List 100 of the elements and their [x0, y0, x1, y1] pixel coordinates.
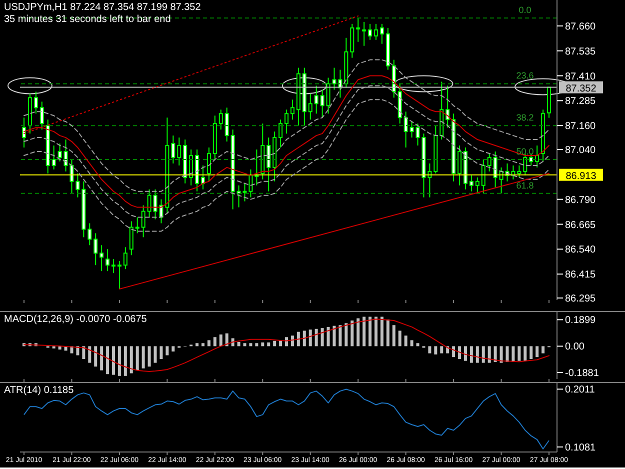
annotation: 0.0	[518, 4, 532, 15]
bar	[512, 346, 515, 362]
bar	[506, 346, 509, 362]
line-series	[24, 59, 550, 192]
bar	[362, 316, 366, 346]
y-tick-label: 0.00	[565, 342, 585, 353]
bar	[172, 346, 175, 352]
bar	[106, 346, 110, 374]
bar	[267, 342, 270, 346]
y-tick-label: 87.535	[565, 46, 596, 58]
bar	[452, 346, 456, 358]
candlestick	[493, 150, 498, 188]
bar	[482, 346, 485, 363]
candlestick	[350, 23, 354, 58]
candlestick	[76, 172, 80, 198]
y-tick-label: -0.1881	[565, 368, 600, 380]
candlestick	[290, 99, 294, 120]
candlestick	[117, 260, 122, 290]
bar	[386, 319, 390, 346]
y-tick-label: 86.665	[565, 220, 596, 231]
y-tick-label: 86.295	[565, 294, 596, 305]
candlestick	[404, 111, 408, 148]
y-tick-label: 0.1081	[565, 442, 596, 454]
bar	[243, 343, 246, 346]
annotation: 35 minutes 31 seconds left to bar end	[4, 14, 172, 26]
chart-title: MACD(12,26,9) -0.0070 -0.0675	[4, 314, 147, 326]
y-tick-label: 86.415	[565, 270, 596, 281]
candlestick	[111, 258, 116, 274]
bar	[368, 316, 372, 346]
bar	[440, 346, 444, 354]
bar	[380, 316, 384, 346]
y-tick-label: 86.790	[565, 194, 596, 206]
bar	[524, 346, 527, 361]
candlestick	[475, 176, 480, 194]
y-tick-label: 0.1899	[565, 315, 596, 326]
candlestick	[40, 101, 44, 130]
bar	[500, 346, 503, 363]
bar	[416, 343, 420, 346]
bar	[290, 336, 294, 346]
bar	[542, 346, 545, 354]
bar	[356, 318, 360, 346]
bar	[434, 346, 438, 354]
ref-line-label: 87.352	[566, 83, 597, 94]
bar	[166, 346, 169, 356]
candlestick	[200, 164, 205, 190]
bar	[249, 343, 252, 346]
bar	[350, 320, 354, 346]
bar	[464, 346, 467, 361]
bar	[398, 330, 402, 346]
candlestick	[278, 119, 283, 148]
candlestick	[320, 89, 324, 118]
bar	[308, 330, 312, 346]
candlestick	[362, 21, 366, 46]
bar	[142, 346, 145, 368]
candlestick	[410, 121, 414, 138]
y-tick-label: 87.160	[565, 121, 596, 132]
bar	[213, 337, 216, 346]
bar	[458, 346, 462, 360]
bar	[196, 343, 199, 346]
candlestick	[266, 137, 271, 192]
candlestick	[58, 143, 62, 162]
bar	[326, 326, 330, 346]
bar	[201, 343, 204, 346]
candlestick	[123, 246, 128, 270]
candlestick	[106, 248, 110, 272]
candlestick	[517, 164, 522, 178]
y-tick-label: 87.660	[565, 21, 596, 32]
bar	[100, 346, 104, 370]
candlestick	[52, 145, 56, 170]
candlestick	[446, 85, 450, 128]
bar	[428, 346, 432, 354]
candlestick	[135, 216, 140, 234]
bar	[344, 323, 348, 346]
bar	[470, 346, 473, 363]
candlestick	[34, 91, 38, 114]
annotation: 23.6	[516, 70, 534, 81]
candlestick	[356, 17, 360, 42]
candlestick	[458, 145, 462, 186]
bar	[273, 340, 276, 346]
candlestick	[224, 107, 229, 142]
bar	[404, 336, 408, 346]
candlestick	[314, 85, 318, 114]
candlestick	[218, 109, 223, 130]
candlestick	[141, 204, 146, 238]
candlestick	[100, 244, 104, 272]
bar	[124, 346, 127, 376]
bar	[332, 326, 336, 346]
candlestick	[469, 174, 474, 192]
bar	[82, 346, 86, 360]
candlestick	[481, 158, 486, 194]
candlestick	[308, 93, 312, 120]
candlestick	[284, 109, 289, 134]
bar	[237, 342, 240, 346]
bar	[261, 342, 264, 346]
bar	[154, 346, 157, 363]
bar	[476, 346, 479, 363]
bar	[530, 346, 533, 360]
bar	[88, 346, 92, 363]
bar	[219, 334, 222, 346]
bar	[136, 346, 139, 370]
